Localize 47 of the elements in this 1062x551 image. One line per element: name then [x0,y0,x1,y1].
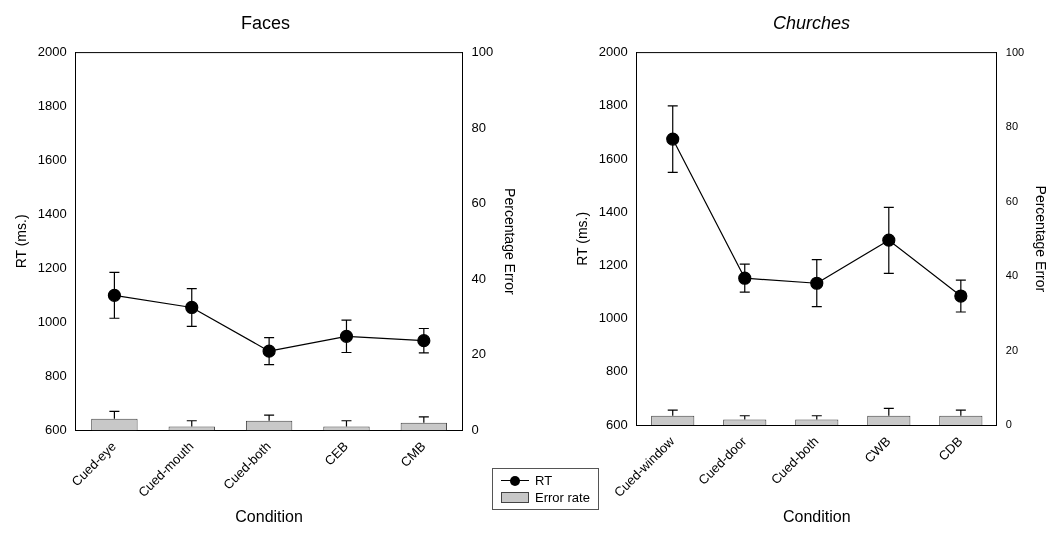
point [954,289,968,303]
y-tick-label: 1800 [37,98,67,114]
y2-tick-label: 100 [471,44,494,60]
y2-tick-label: 80 [471,119,486,135]
y2-axis-title: Percentage Error [1032,185,1049,293]
point [417,334,431,348]
y2-tick-label: 0 [1005,418,1012,431]
chart-title: Churches [772,12,851,33]
y-axis-title: RT (ms.) [13,214,30,269]
legend-label: Error rate [535,490,590,505]
y-tick-label: 1200 [598,257,628,273]
y2-tick-label: 100 [1005,45,1025,58]
point [810,276,824,290]
point [185,300,199,315]
x-axis-title: Condition [782,507,851,525]
y-tick-label: 1600 [598,150,628,166]
y-tick-label: 1200 [37,259,67,275]
y-tick-label: 1800 [598,97,628,113]
y2-tick-label: 0 [471,421,479,437]
y-tick-label: 1000 [598,310,628,326]
y-axis-title: RT (ms.) [574,211,591,266]
point [107,288,121,302]
y-tick-label: 600 [45,421,67,437]
chart-title: Faces [240,12,291,33]
y-tick-label: 1400 [598,203,628,219]
y-tick-label: 2000 [598,44,628,60]
y-tick-label: 2000 [37,44,67,60]
y-tick-label: 800 [45,367,67,383]
legend-label: RT [535,473,553,488]
x-axis-title: Condition [235,507,303,525]
y2-tick-label: 20 [1005,343,1019,356]
point [339,329,354,343]
y2-tick-label: 40 [1005,269,1019,282]
y2-axis-title: Percentage Error [501,188,518,296]
y-tick-label: 1000 [37,313,67,329]
y2-tick-label: 60 [471,195,486,211]
y-tick-label: 1400 [37,206,67,221]
y-tick-label: 800 [606,363,628,379]
y-tick-label: 1600 [37,152,67,168]
point [882,233,896,247]
y-tick-label: 600 [606,416,628,432]
y2-tick-label: 80 [1005,120,1019,133]
y2-tick-label: 60 [1005,194,1019,207]
y2-tick-label: 40 [471,270,486,286]
y2-tick-label: 20 [471,346,486,362]
point [666,132,680,146]
point [738,271,752,285]
